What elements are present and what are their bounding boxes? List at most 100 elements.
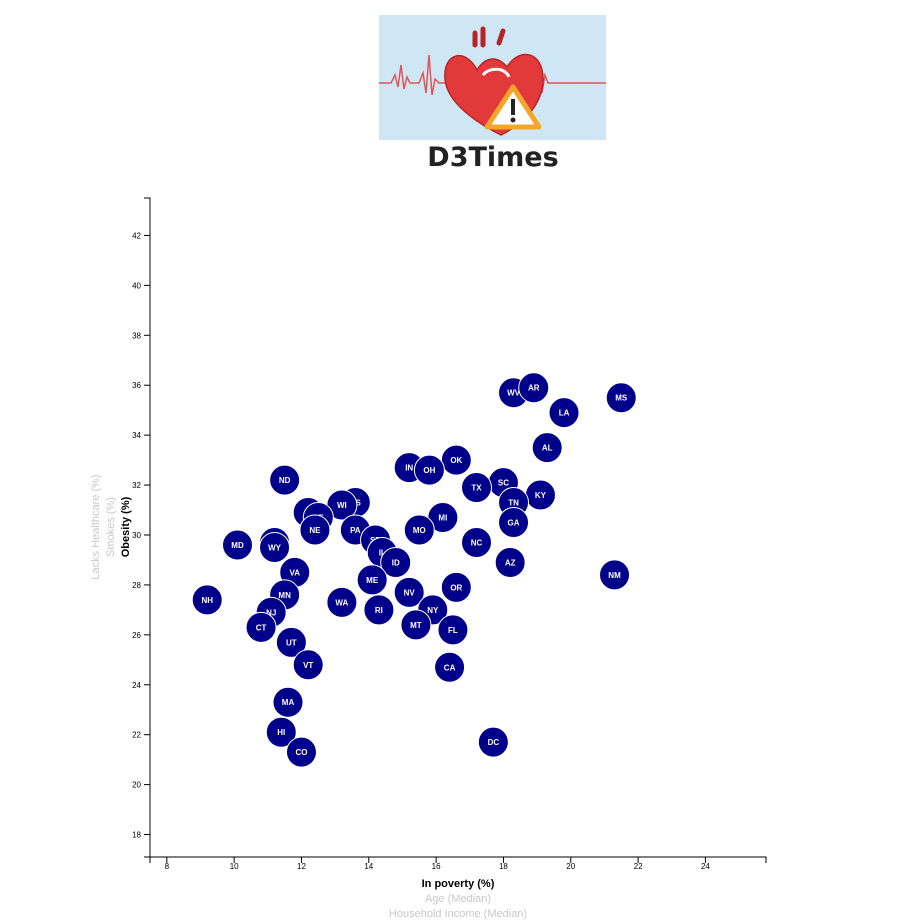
state-marker-ma[interactable]	[272, 686, 304, 718]
state-label-nh: NH	[201, 596, 213, 605]
state-marker-vt[interactable]	[292, 649, 324, 681]
state-marker-wa[interactable]	[326, 586, 358, 618]
state-label-ny: NY	[427, 606, 439, 615]
state-label-hi: HI	[277, 728, 285, 737]
x-axis-option-income[interactable]: Household Income (Median)	[389, 908, 527, 920]
state-label-ma: MA	[282, 698, 295, 707]
state-marker-nc[interactable]	[461, 526, 493, 558]
state-label-nc: NC	[471, 538, 483, 547]
state-label-md: MD	[231, 541, 244, 550]
state-label-ri: RI	[375, 606, 383, 615]
y-tick-label: 28	[132, 581, 141, 590]
state-label-wa: WA	[335, 598, 348, 607]
page-header: D3Times	[0, 0, 898, 185]
y-tick-label: 38	[132, 331, 141, 340]
state-marker-me[interactable]	[356, 564, 388, 596]
state-marker-ga[interactable]	[498, 507, 530, 539]
x-tick-label: 16	[432, 862, 441, 871]
state-label-il: IL	[379, 548, 386, 557]
y-tick-label: 26	[132, 631, 141, 640]
state-marker-ut[interactable]	[275, 626, 307, 658]
state-label-tn: TN	[508, 499, 519, 508]
state-label-wi: WI	[337, 501, 347, 510]
state-label-sc: SC	[498, 479, 509, 488]
state-label-in: IN	[405, 464, 413, 473]
state-marker-nh[interactable]	[191, 584, 223, 616]
state-label-nv: NV	[404, 588, 416, 597]
state-marker-ct[interactable]	[245, 611, 277, 643]
state-marker-ar[interactable]	[518, 372, 550, 404]
state-label-ms: MS	[615, 394, 628, 403]
x-tick-label: 18	[499, 862, 508, 871]
y-axis-option-obesity[interactable]: Obesity (%)	[120, 496, 132, 557]
state-marker-or[interactable]	[440, 571, 472, 603]
logo	[379, 15, 606, 140]
state-marker-id[interactable]	[380, 546, 412, 578]
y-axis-option-healthcare[interactable]: Lacks Healthcare (%)	[90, 474, 102, 579]
state-marker-al[interactable]	[531, 432, 563, 464]
data-points: MSWVARLAALOKINOHSCTXKYTNNDKSWIIADEMIGANE…	[191, 372, 637, 768]
state-label-ct: CT	[256, 623, 267, 632]
state-label-co: CO	[295, 748, 307, 757]
state-label-mi: MI	[438, 514, 447, 523]
state-marker-ri[interactable]	[363, 594, 395, 626]
state-label-tx: TX	[471, 484, 482, 493]
site-title: D3Times	[427, 142, 559, 173]
x-axis-option-age[interactable]: Age (Median)	[425, 893, 491, 905]
state-marker-wy[interactable]	[259, 531, 291, 563]
state-marker-nv[interactable]	[393, 576, 425, 608]
x-axis-line	[149, 856, 767, 863]
state-label-al: AL	[542, 444, 553, 453]
y-tick-label: 20	[132, 781, 141, 790]
y-axis-labels: Obesity (%)Smokes (%)Lacks Healthcare (%…	[90, 474, 132, 579]
state-label-ut: UT	[286, 638, 297, 647]
state-label-la: LA	[559, 409, 570, 418]
y-axis-line	[144, 197, 151, 858]
state-label-dc: DC	[488, 738, 500, 747]
state-marker-co[interactable]	[285, 736, 317, 768]
state-label-pa: PA	[350, 526, 361, 535]
state-marker-ca[interactable]	[434, 651, 466, 683]
y-tick-label: 34	[132, 431, 141, 440]
state-marker-hi[interactable]	[265, 716, 297, 748]
state-label-ga: GA	[508, 519, 520, 528]
state-marker-mt[interactable]	[400, 609, 432, 641]
x-axis-labels: In poverty (%) Age (Median) Household Inco…	[389, 878, 527, 920]
state-marker-oh[interactable]	[413, 454, 445, 486]
state-label-vt: VT	[303, 661, 313, 670]
state-label-ca: CA	[444, 663, 456, 672]
y-tick-label: 22	[132, 731, 141, 740]
state-label-wv: WV	[507, 389, 521, 398]
state-marker-tx[interactable]	[461, 472, 493, 504]
state-label-wy: WY	[268, 543, 282, 552]
state-label-mn: MN	[278, 591, 291, 600]
state-marker-nm[interactable]	[599, 559, 631, 591]
heart-warning-icon	[379, 15, 606, 140]
state-marker-az[interactable]	[494, 546, 526, 578]
x-tick-label: 22	[634, 862, 643, 871]
state-label-oh: OH	[423, 466, 435, 475]
state-marker-mo[interactable]	[403, 514, 435, 546]
state-label-or: OR	[450, 583, 462, 592]
state-marker-ne[interactable]	[299, 514, 331, 546]
x-tick-label: 14	[364, 862, 373, 871]
state-marker-ok[interactable]	[440, 444, 472, 476]
x-axis-option-poverty[interactable]: In poverty (%)	[422, 878, 495, 890]
state-marker-la[interactable]	[548, 397, 580, 429]
state-marker-nd[interactable]	[269, 464, 301, 496]
x-tick-label: 24	[701, 862, 710, 871]
state-marker-dc[interactable]	[477, 726, 509, 758]
state-marker-md[interactable]	[222, 529, 254, 561]
state-label-va: VA	[289, 568, 300, 577]
y-tick-label: 40	[132, 281, 141, 290]
state-marker-fl[interactable]	[437, 614, 469, 646]
y-axis-option-smokes[interactable]: Smokes (%)	[105, 497, 117, 557]
state-label-nd: ND	[279, 476, 291, 485]
state-label-nj: NJ	[266, 608, 276, 617]
y-tick-label: 36	[132, 381, 141, 390]
state-label-id: ID	[392, 558, 400, 567]
y-tick-label: 30	[132, 531, 141, 540]
state-label-fl: FL	[448, 626, 458, 635]
state-marker-ms[interactable]	[605, 382, 637, 414]
x-tick-label: 20	[566, 862, 575, 871]
